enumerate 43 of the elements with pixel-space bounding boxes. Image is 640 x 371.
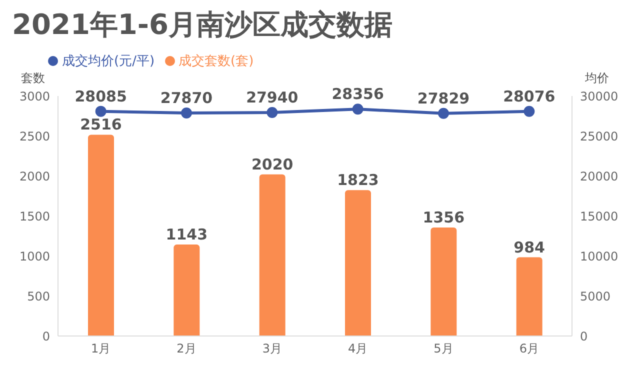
bar xyxy=(88,134,114,336)
bar xyxy=(259,174,286,336)
data-label: 1356 xyxy=(422,208,465,227)
x-tick-label: 1月 xyxy=(91,342,111,356)
y-tick-label: 1500 xyxy=(19,209,50,224)
y2-tick-label: 25000 xyxy=(580,129,618,144)
data-label: 27870 xyxy=(160,89,213,108)
data-label: 1143 xyxy=(166,226,208,244)
bar xyxy=(345,190,371,336)
x-tick-label: 5月 xyxy=(434,342,454,356)
y2-tick-label: 5000 xyxy=(580,289,611,304)
data-label: 27829 xyxy=(417,89,470,108)
y2-tick-label: 0 xyxy=(580,329,588,344)
legend-label: 成交均价(元/平) xyxy=(62,54,155,69)
data-label: 984 xyxy=(514,238,545,256)
x-tick-label: 6月 xyxy=(519,342,539,356)
data-label: 1823 xyxy=(337,171,379,190)
y2-tick-label: 10000 xyxy=(580,249,618,264)
data-label: 28085 xyxy=(74,87,127,106)
data-label: 28076 xyxy=(503,87,556,106)
x-tick-label: 3月 xyxy=(262,342,282,356)
bar xyxy=(174,244,200,336)
y2-tick-label: 15000 xyxy=(580,209,618,224)
y-tick-label: 0 xyxy=(42,329,50,344)
y-tick-label: 1000 xyxy=(19,249,50,264)
data-label: 27940 xyxy=(246,88,298,106)
x-tick-label: 4月 xyxy=(348,342,368,356)
legend-label: 成交套数(套) xyxy=(178,54,254,69)
x-tick-label: 2月 xyxy=(176,342,196,356)
y-tick-label: 2500 xyxy=(19,129,50,144)
y2-tick-label: 30000 xyxy=(580,89,618,104)
data-label: 2020 xyxy=(251,155,294,174)
bar xyxy=(430,228,457,336)
y-axis-title: 套数 xyxy=(21,71,45,85)
bar xyxy=(516,257,542,336)
y-tick-label: 3000 xyxy=(19,89,50,104)
data-label: 2516 xyxy=(80,116,122,134)
y2-tick-label: 20000 xyxy=(580,169,618,184)
chart-title: 2021年1-6月南沙区成交数据 xyxy=(12,8,394,42)
data-label: 28356 xyxy=(332,85,384,104)
y2-axis-title: 均价 xyxy=(584,71,609,85)
y-tick-label: 2000 xyxy=(19,169,50,184)
y-tick-label: 500 xyxy=(27,289,50,304)
